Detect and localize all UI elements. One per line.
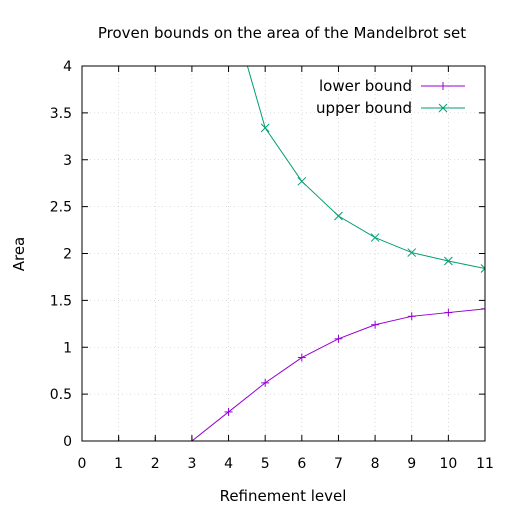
x-tick-label: 3 xyxy=(187,456,196,472)
x-tick-label: 2 xyxy=(151,456,160,472)
series-upper-bound xyxy=(246,66,485,273)
chart-title: Proven bounds on the area of the Mandelb… xyxy=(98,24,466,42)
data-point xyxy=(260,123,270,133)
x-tick-label: 1 xyxy=(114,456,123,472)
x-axis-label: Refinement level xyxy=(220,487,347,505)
legend: lower bound upper bound xyxy=(316,77,465,117)
y-tick-label: 3 xyxy=(63,153,72,169)
y-tick-label: 1 xyxy=(63,340,72,356)
series-line xyxy=(246,66,485,269)
legend-marker xyxy=(438,103,448,113)
series-lower-bound xyxy=(82,304,485,441)
x-tick-label: 11 xyxy=(476,456,494,472)
data-point xyxy=(297,176,307,186)
x-tick-label: 10 xyxy=(439,456,457,472)
x-tick-label: 9 xyxy=(407,456,416,472)
x-tick-label: 6 xyxy=(297,456,306,472)
x-tick-label: 7 xyxy=(334,456,343,472)
data-point xyxy=(444,256,453,266)
y-tick-label: 0.5 xyxy=(50,387,72,403)
plot-area xyxy=(82,66,485,441)
y-tick-label: 2 xyxy=(63,247,72,263)
legend-label: upper bound xyxy=(316,99,412,117)
y-tick-label: 2.5 xyxy=(50,200,72,216)
data-point xyxy=(334,211,343,221)
grid xyxy=(82,66,485,441)
y-tick-label: 1.5 xyxy=(50,293,72,309)
x-tick-label: 8 xyxy=(371,456,380,472)
series-line xyxy=(82,308,485,441)
data-point xyxy=(407,248,417,257)
axis-ticks: 0 1 2 3 4 5 6 7 8 9 10 11 0 0.5 1 1.5 2 2.5 3 3.5 4 xyxy=(50,59,494,472)
data-point xyxy=(370,233,380,242)
x-tick-label: 4 xyxy=(224,456,233,472)
y-tick-label: 3.5 xyxy=(50,106,72,122)
data-point xyxy=(480,267,485,273)
y-tick-label: 4 xyxy=(63,59,72,75)
x-tick-label: 5 xyxy=(261,456,270,472)
data-point xyxy=(480,264,485,270)
y-axis-label: Area xyxy=(10,237,28,272)
y-tick-label: 0 xyxy=(63,434,72,450)
legend-label: lower bound xyxy=(319,77,412,95)
x-tick-label: 0 xyxy=(78,456,87,472)
